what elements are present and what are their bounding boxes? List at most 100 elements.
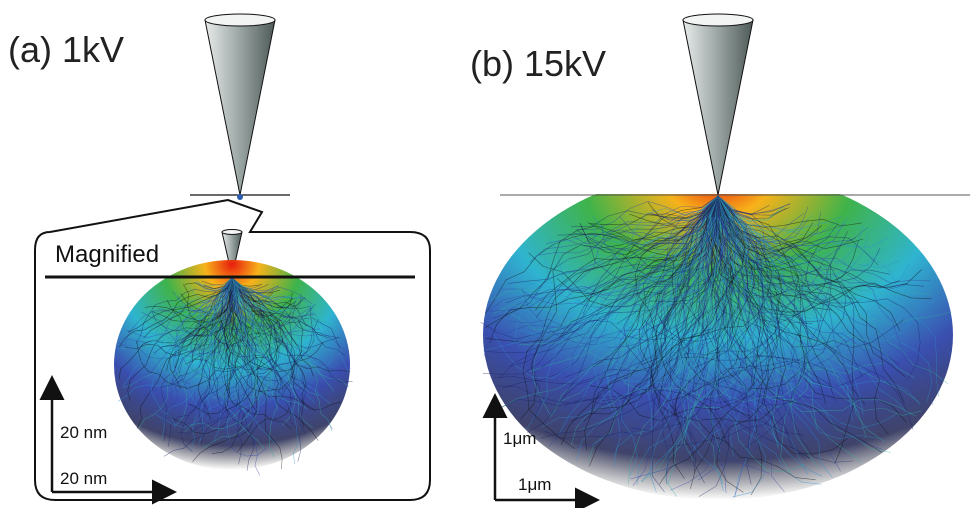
trajectory: [717, 195, 811, 459]
trajectory: [684, 195, 720, 373]
trajectory: [702, 195, 775, 493]
trajectory: [717, 195, 900, 331]
trajectories: [480, 170, 953, 500]
trajectory: [694, 195, 847, 392]
scale-label: 20 nm: [60, 469, 107, 488]
scale-label: 1μm: [518, 475, 551, 494]
trajectory: [174, 277, 265, 385]
trajectory: [204, 277, 279, 368]
trajectory: [163, 277, 257, 457]
trajectory: [502, 195, 719, 389]
trajectory: [717, 195, 787, 219]
trajectory: [659, 195, 762, 485]
cone-top: [204, 13, 276, 27]
trajectory: [641, 195, 738, 483]
trajectory: [591, 195, 719, 413]
trajectory: [573, 195, 719, 236]
trajectory: [509, 195, 719, 367]
trajectory: [616, 195, 723, 324]
trajectory: [231, 277, 314, 319]
trajectory: [570, 195, 719, 422]
trajectory: [717, 195, 910, 415]
trajectory: [231, 277, 341, 349]
cone-top: [221, 229, 243, 235]
trajectory: [518, 195, 719, 346]
trajectory: [717, 195, 823, 250]
trajectory: [717, 195, 883, 275]
trajectory: [717, 195, 752, 485]
trajectory: [231, 277, 260, 359]
trajectory: [717, 195, 783, 376]
trajectory: [231, 277, 332, 372]
trajectory: [711, 195, 752, 494]
trajectory: [493, 195, 719, 315]
trajectory: [231, 277, 325, 321]
scale-label: 20 nm: [60, 423, 107, 442]
trajectory: [717, 195, 814, 239]
trajectory: [717, 195, 774, 341]
trajectory: [150, 277, 241, 428]
trajectory: [489, 195, 719, 312]
trajectory: [231, 277, 273, 363]
trajectory: [153, 277, 233, 425]
trajectory: [712, 195, 790, 352]
beam-cone: [204, 19, 276, 196]
trajectory: [568, 195, 719, 245]
trajectory: [122, 277, 233, 387]
trajectories: [114, 260, 353, 476]
trajectory: [231, 277, 341, 339]
trajectory: [531, 195, 719, 267]
trajectory: [489, 195, 719, 343]
trajectory: [670, 195, 749, 491]
trajectory: [628, 195, 748, 485]
trajectory: [679, 195, 719, 401]
trajectory: [712, 195, 822, 277]
trajectory: [143, 277, 233, 339]
trajectory: [231, 277, 316, 328]
panel-label: (a) 1kV: [8, 29, 124, 70]
trajectory: [717, 195, 819, 469]
trajectory: [652, 195, 719, 421]
trajectory: [710, 195, 900, 313]
trajectory: [508, 195, 719, 284]
trajectory: [118, 277, 233, 348]
vacuum: [480, 150, 974, 194]
trajectory: [538, 195, 719, 415]
trajectory: [685, 195, 719, 349]
trajectory: [231, 277, 299, 465]
trajectory: [541, 195, 719, 368]
trajectory: [220, 277, 267, 457]
trajectory: [683, 195, 719, 462]
trajectory: [212, 277, 239, 408]
trajectory: [487, 195, 719, 313]
trajectory: [223, 277, 292, 430]
trajectory: [144, 277, 233, 331]
trajectory: [717, 195, 933, 405]
trajectory: [514, 195, 719, 314]
trajectory: [231, 277, 351, 372]
trajectory: [226, 277, 257, 441]
trajectory: [119, 277, 236, 359]
trajectory: [231, 277, 307, 427]
trajectory: [231, 277, 333, 430]
trajectory: [619, 195, 738, 363]
scale-label: 1μm: [503, 429, 536, 448]
trajectory: [717, 195, 900, 269]
trajectory: [493, 195, 721, 379]
trajectory: [576, 195, 719, 462]
trajectory: [522, 195, 719, 450]
trajectory: [717, 195, 914, 430]
panel-label: (b) 15kV: [470, 43, 606, 84]
trajectory: [584, 195, 746, 451]
inset-frame: [34, 198, 431, 501]
trajectory: [175, 277, 284, 381]
trajectory: [192, 277, 235, 363]
trajectory: [564, 195, 768, 406]
trajectory: [717, 195, 879, 380]
trajectory: [717, 195, 932, 295]
trajectory: [675, 195, 719, 387]
trajectory: [659, 195, 809, 403]
trajectory: [129, 277, 233, 346]
trajectory: [231, 277, 303, 391]
